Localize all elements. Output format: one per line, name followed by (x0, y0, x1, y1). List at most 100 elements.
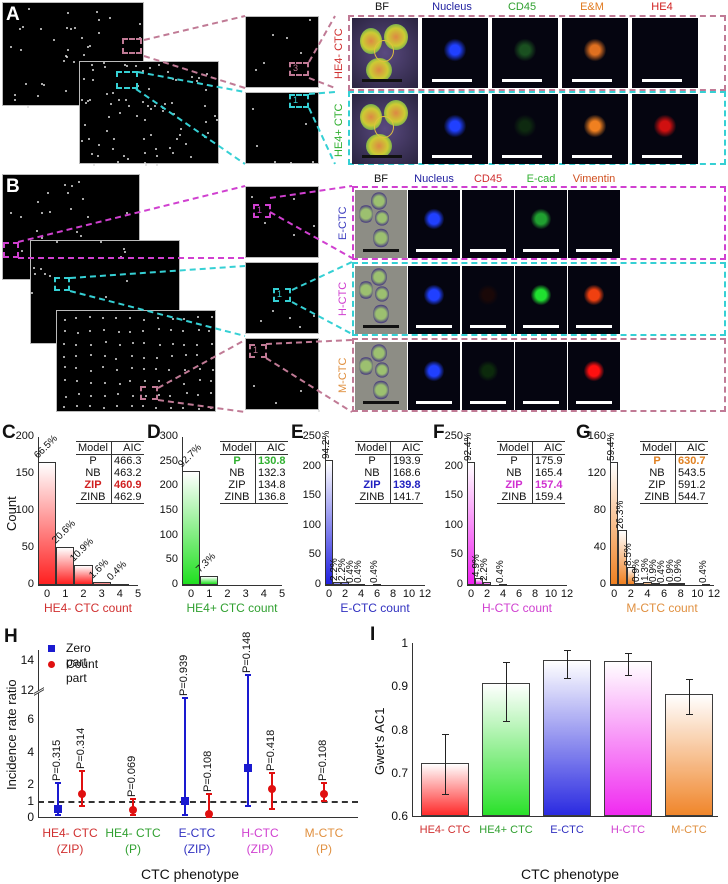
x-tick-label: 4 (260, 588, 267, 600)
thumbnail-he4-neg (245, 16, 319, 88)
scale-bar (576, 249, 612, 252)
histogram-bar (74, 565, 93, 585)
panel-letter-f: F (433, 422, 445, 443)
row-frame-he4-neg (348, 15, 726, 91)
scale-bar (523, 401, 559, 404)
roi-box-b3 (140, 386, 158, 400)
error-cap (625, 675, 632, 677)
y-tick-label: 0.7 (391, 765, 408, 780)
callout-number: 3 (293, 63, 299, 73)
column-header-cd45: CD45 (473, 173, 503, 185)
y-tick-label: 0 (27, 810, 34, 824)
y-tick-label: 200 (159, 479, 178, 492)
overview-image-a2 (79, 61, 219, 167)
micrograph-vimentin (568, 342, 620, 410)
y-tick-label: 2 (27, 777, 34, 792)
y-tick-label: 1 (27, 793, 34, 808)
micrograph-bf (355, 342, 407, 410)
percent-label: 92.7% (176, 442, 205, 471)
roi-box-b1 (3, 242, 19, 258)
error-bar (628, 652, 629, 676)
thumbnail-e-ctc (245, 186, 319, 258)
aic-row: NB 165.4 (497, 467, 565, 479)
zero-part-marker (244, 764, 252, 772)
y-tick-label: 0 (27, 578, 34, 590)
category-label: HE4- CTC (42, 826, 98, 840)
micrograph-nucleus (408, 266, 460, 334)
x-tick-label: 2 (627, 588, 634, 600)
callout-box: 1 (273, 288, 291, 302)
scale-bar (362, 155, 402, 158)
x-axis-label: HE4- CTC count (43, 601, 133, 615)
percent-label: 92.4% (463, 433, 475, 462)
micrograph-he4 (632, 18, 698, 88)
error-cap (79, 770, 85, 773)
category-label: H-CTC (241, 826, 279, 840)
y-tick-label: 0 (599, 578, 606, 590)
panel-letter-i: I (370, 624, 376, 645)
histogram-bar (92, 582, 111, 585)
x-axis (38, 817, 358, 818)
micrograph-cd45 (462, 342, 514, 410)
percent-label: 0.9% (673, 559, 685, 583)
micrograph-em (562, 94, 628, 164)
error-cap (503, 720, 510, 722)
micrograph-cd45 (462, 266, 514, 334)
x-tick-label: 10 (691, 588, 704, 600)
scale-bar (523, 325, 559, 328)
x-tick-label: 0 (467, 588, 475, 600)
x-tick-label: 4 (644, 588, 651, 600)
aic-row: NB 132.3 (220, 467, 288, 479)
callout-number: 1 (277, 289, 283, 299)
x-axis (38, 585, 138, 586)
row-label-he4-neg: HE4- CTC (333, 28, 345, 80)
category-label: M-CTC (304, 826, 344, 840)
percent-label: 0.4% (495, 560, 507, 584)
error-cap (503, 662, 510, 664)
y-tick-label: 160 (587, 430, 606, 442)
y-tick-label: 40 (593, 541, 606, 553)
zero-part-marker (54, 804, 62, 813)
y-tick-label: 50 (308, 548, 321, 561)
error-cap (269, 807, 275, 810)
histogram-bar (182, 471, 201, 585)
column-header-ecad: E-cad (526, 173, 556, 185)
x-tick-label: 6 (373, 588, 381, 600)
error-cap (79, 804, 85, 807)
aic-row: ZIP 139.8 (355, 479, 423, 491)
p-value-label: P=0.108 (317, 739, 329, 781)
legend-label-count: Count part (66, 657, 99, 685)
y-tick-label: 14 (20, 653, 34, 667)
x-axis (467, 585, 567, 586)
y-tick-label: 250 (302, 430, 321, 442)
y-tick-label: 0 (456, 578, 463, 590)
ac1-bar (543, 659, 591, 816)
histogram-bar (668, 583, 677, 586)
y-tick-label: 150 (302, 489, 321, 502)
x-tick-label: 0 (611, 588, 618, 600)
column-header-cd45: CD45 (507, 1, 537, 13)
column-header-em: E&M (580, 1, 604, 13)
micrograph-vimentin (568, 190, 620, 258)
micrograph-vimentin (568, 266, 620, 334)
x-tick-label: 8 (677, 588, 684, 600)
y-tick-label: 150 (159, 504, 178, 516)
count-part-marker (78, 790, 86, 799)
micrograph-bf (355, 190, 407, 258)
y-tick-label: 300 (159, 430, 178, 442)
aic-row: NB 168.6 (355, 467, 423, 479)
x-tick-label: 8 (531, 588, 539, 600)
panel-letter-h: H (4, 626, 18, 647)
x-axis-label: M-CTC count (626, 601, 698, 615)
y-tick-label: 50 (21, 541, 34, 553)
aic-row: P 466.3 (76, 454, 144, 467)
callout-box: 1 (249, 344, 267, 358)
histogram-bar (333, 582, 341, 585)
scale-bar (432, 79, 472, 82)
micrograph-bf (355, 266, 407, 334)
error-bar (208, 794, 210, 817)
legend-square-icon (48, 645, 55, 652)
histogram-bar (110, 584, 129, 586)
category-label: E-CTC (178, 826, 216, 840)
panel-letter-b: B (6, 176, 20, 197)
